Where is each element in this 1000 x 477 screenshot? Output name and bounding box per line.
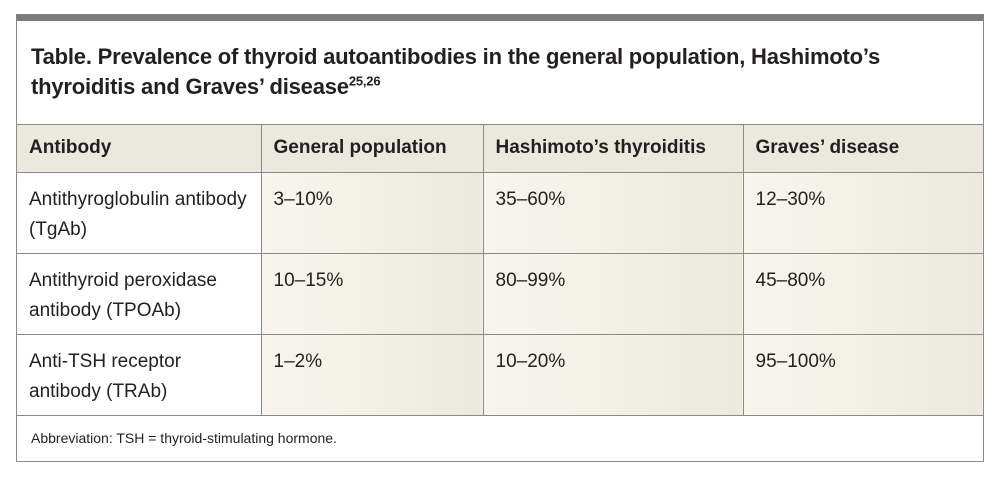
column-header-general-population: General population <box>261 125 484 173</box>
hashimotos-cell: 10–20% <box>483 334 744 416</box>
table-title-text: Table. Prevalence of thyroid autoantibod… <box>31 44 881 99</box>
general-population-cell: 10–15% <box>261 253 484 335</box>
table-title-references: 25,26 <box>348 73 381 89</box>
table-footnote: Abbreviation: TSH = thyroid-stimulating … <box>31 429 337 446</box>
table-header-row: Antibody General population Hashimoto’s … <box>17 125 983 173</box>
graves-cell: 45–80% <box>743 253 983 335</box>
hashimotos-cell: 80–99% <box>483 253 744 335</box>
antibody-cell: Antithyroid peroxidase antibody (TPOAb) <box>17 253 262 335</box>
general-population-cell: 3–10% <box>261 172 484 254</box>
column-header-hashimotos: Hashimoto’s thyroiditis <box>483 125 744 173</box>
table-title-block: Table. Prevalence of thyroid autoantibod… <box>17 21 983 125</box>
table-title: Table. Prevalence of thyroid autoantibod… <box>31 42 983 102</box>
graves-cell: 95–100% <box>743 334 983 416</box>
antibody-cell: Anti-TSH receptor antibody (TRAb) <box>17 334 262 416</box>
table-row: Anti-TSH receptor antibody (TRAb) 1–2% 1… <box>17 334 983 416</box>
table-row: Antithyroglobulin antibody (TgAb) 3–10% … <box>17 172 983 254</box>
column-header-antibody: Antibody <box>17 125 262 173</box>
general-population-cell: 1–2% <box>261 334 484 416</box>
table-row: Antithyroid peroxidase antibody (TPOAb) … <box>17 253 983 335</box>
column-header-graves: Graves’ disease <box>743 125 983 173</box>
graves-cell: 12–30% <box>743 172 983 254</box>
hashimotos-cell: 35–60% <box>483 172 744 254</box>
antibody-cell: Antithyroglobulin antibody (TgAb) <box>17 172 262 254</box>
prevalence-table: Antibody General population Hashimoto’s … <box>17 125 983 416</box>
table-figure: Table. Prevalence of thyroid autoantibod… <box>16 14 984 462</box>
